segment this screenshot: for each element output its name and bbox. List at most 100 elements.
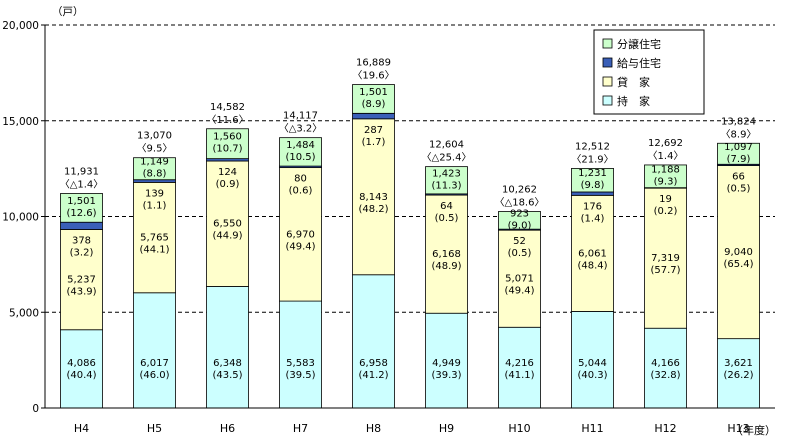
bar-value-label: 7,319 xyxy=(651,253,680,264)
bar-segment xyxy=(425,166,468,195)
legend-label: 分譲住宅 xyxy=(617,37,661,51)
bar-segment xyxy=(352,112,395,120)
bar-value-label: 287 xyxy=(364,125,383,136)
total-label: 14,582 xyxy=(210,102,245,113)
total-label: 12,512 xyxy=(575,141,610,152)
bar-pct-label: (9.3) xyxy=(654,176,678,187)
bar-value-label: 4,166 xyxy=(651,358,680,369)
bar-segment xyxy=(498,326,541,409)
bar-value-label: 6,168 xyxy=(432,249,461,260)
total-change-label: 〈△18.6〉 xyxy=(495,196,545,208)
bar-pct-label: (48.2) xyxy=(358,204,388,215)
bar-value-label: 6,348 xyxy=(213,358,242,369)
total-label: 11,931 xyxy=(64,166,99,177)
bar-segment xyxy=(206,160,249,287)
bar-value-label: 4,949 xyxy=(432,358,461,369)
bar-value-label: 139 xyxy=(145,188,164,199)
bar-segment xyxy=(279,167,322,302)
x-tick-label: H7 xyxy=(293,422,308,435)
bar-value-label: 66 xyxy=(732,172,745,183)
bar-segment xyxy=(717,165,760,340)
bar-segment xyxy=(279,137,322,167)
axes: 0 5,000 10,000 15,000 20,000 H4 H5 H6 H7 H8 H9 H10 H… xyxy=(2,20,775,435)
bar-pct-label: (8.8) xyxy=(143,169,167,180)
bar-pct-label: (41.2) xyxy=(358,370,388,381)
total-label: 10,262 xyxy=(502,184,537,195)
legend-swatch xyxy=(602,95,613,106)
bar-pct-label: (7.9) xyxy=(727,154,751,165)
bar-segment xyxy=(352,118,395,276)
bar-pct-label: (9.8) xyxy=(581,180,605,191)
bar-value-label: 4,086 xyxy=(67,358,96,369)
total-change-label: 〈△3.2〉 xyxy=(279,123,323,135)
bar-value-label: 52 xyxy=(513,236,526,247)
bar-value-label: 1,097 xyxy=(724,142,753,153)
bar-pct-label: (3.2) xyxy=(70,247,94,258)
bar-segment xyxy=(571,191,614,196)
bar-pct-label: (0.2) xyxy=(654,206,678,217)
bar-value-label: 8,143 xyxy=(359,192,388,203)
total-change-label: 〈19.6〉 xyxy=(352,70,394,82)
bar-pct-label: (1.4) xyxy=(581,213,605,224)
bar-pct-label: (48.9) xyxy=(431,261,461,272)
bar-value-label: 6,550 xyxy=(213,219,242,230)
bar-segment xyxy=(571,167,614,193)
bar-segment xyxy=(133,292,176,409)
bar-pct-label: (10.7) xyxy=(212,144,242,155)
bar-value-label: 80 xyxy=(294,174,307,185)
total-change-label: 〈△1.4〉 xyxy=(60,178,104,190)
legend-label: 持 家 xyxy=(617,94,650,108)
bar-pct-label: (10.5) xyxy=(285,152,315,163)
bar-segment xyxy=(60,221,103,230)
total-label: 14,117 xyxy=(283,111,318,122)
x-tick-label: H5 xyxy=(147,422,162,435)
bar-pct-label: (48.4) xyxy=(577,260,607,271)
bar-pct-label: (39.3) xyxy=(431,370,461,381)
bar-segment xyxy=(425,312,468,409)
total-label: 13,824 xyxy=(721,116,756,127)
bar-value-label: 1,484 xyxy=(286,140,315,151)
bar-pct-label: (0.5) xyxy=(435,213,459,224)
bar-segment xyxy=(60,229,103,331)
bar-value-label: 124 xyxy=(218,167,237,178)
legend-label: 貸 家 xyxy=(617,75,650,89)
bar-value-label: 5,583 xyxy=(286,358,315,369)
bar-stacks: 4,086(40.4)5,237(43.9)378(3.2)1,501(12.6… xyxy=(60,58,760,409)
bar-segment xyxy=(279,300,322,409)
bar-pct-label: (9.0) xyxy=(508,220,532,231)
bar-pct-label: (46.0) xyxy=(139,370,169,381)
bar-value-label: 5,044 xyxy=(578,358,607,369)
bar-segment xyxy=(60,193,103,223)
bar-pct-label: (12.6) xyxy=(66,208,96,219)
bar-value-label: 5,237 xyxy=(67,275,96,286)
y-tick-label: 0 xyxy=(32,403,39,415)
x-tick-label: H8 xyxy=(366,422,381,435)
bar-segment xyxy=(206,128,249,160)
y-tick-label: 5,000 xyxy=(9,307,39,319)
bar-value-label: 176 xyxy=(583,201,602,212)
bar-value-label: 6,061 xyxy=(578,248,607,259)
bar-pct-label: (49.4) xyxy=(504,286,534,297)
bar-value-label: 5,071 xyxy=(505,274,534,285)
y-tick-label: 20,000 xyxy=(2,20,39,32)
bar-segment xyxy=(717,142,760,165)
bar-value-label: 6,017 xyxy=(140,358,169,369)
bar-segment xyxy=(425,194,468,314)
total-label: 16,889 xyxy=(356,58,391,69)
bar-value-label: 1,188 xyxy=(651,164,680,175)
y-tick-label: 15,000 xyxy=(2,116,39,128)
bar-segment xyxy=(644,164,687,189)
bar-value-label: 6,958 xyxy=(359,358,388,369)
bar-value-label: 1,149 xyxy=(140,157,169,168)
bar-pct-label: (1.1) xyxy=(143,200,167,211)
bar-pct-label: (41.1) xyxy=(504,370,534,381)
bar-segment xyxy=(60,329,103,409)
bar-segment xyxy=(352,274,395,409)
bar-value-label: 5,765 xyxy=(140,233,169,244)
bar-pct-label: (43.5) xyxy=(212,370,242,381)
legend-swatch xyxy=(602,76,613,87)
bar-pct-label: (8.9) xyxy=(362,99,386,110)
bar-value-label: 19 xyxy=(659,194,672,205)
bar-segment xyxy=(133,157,176,181)
